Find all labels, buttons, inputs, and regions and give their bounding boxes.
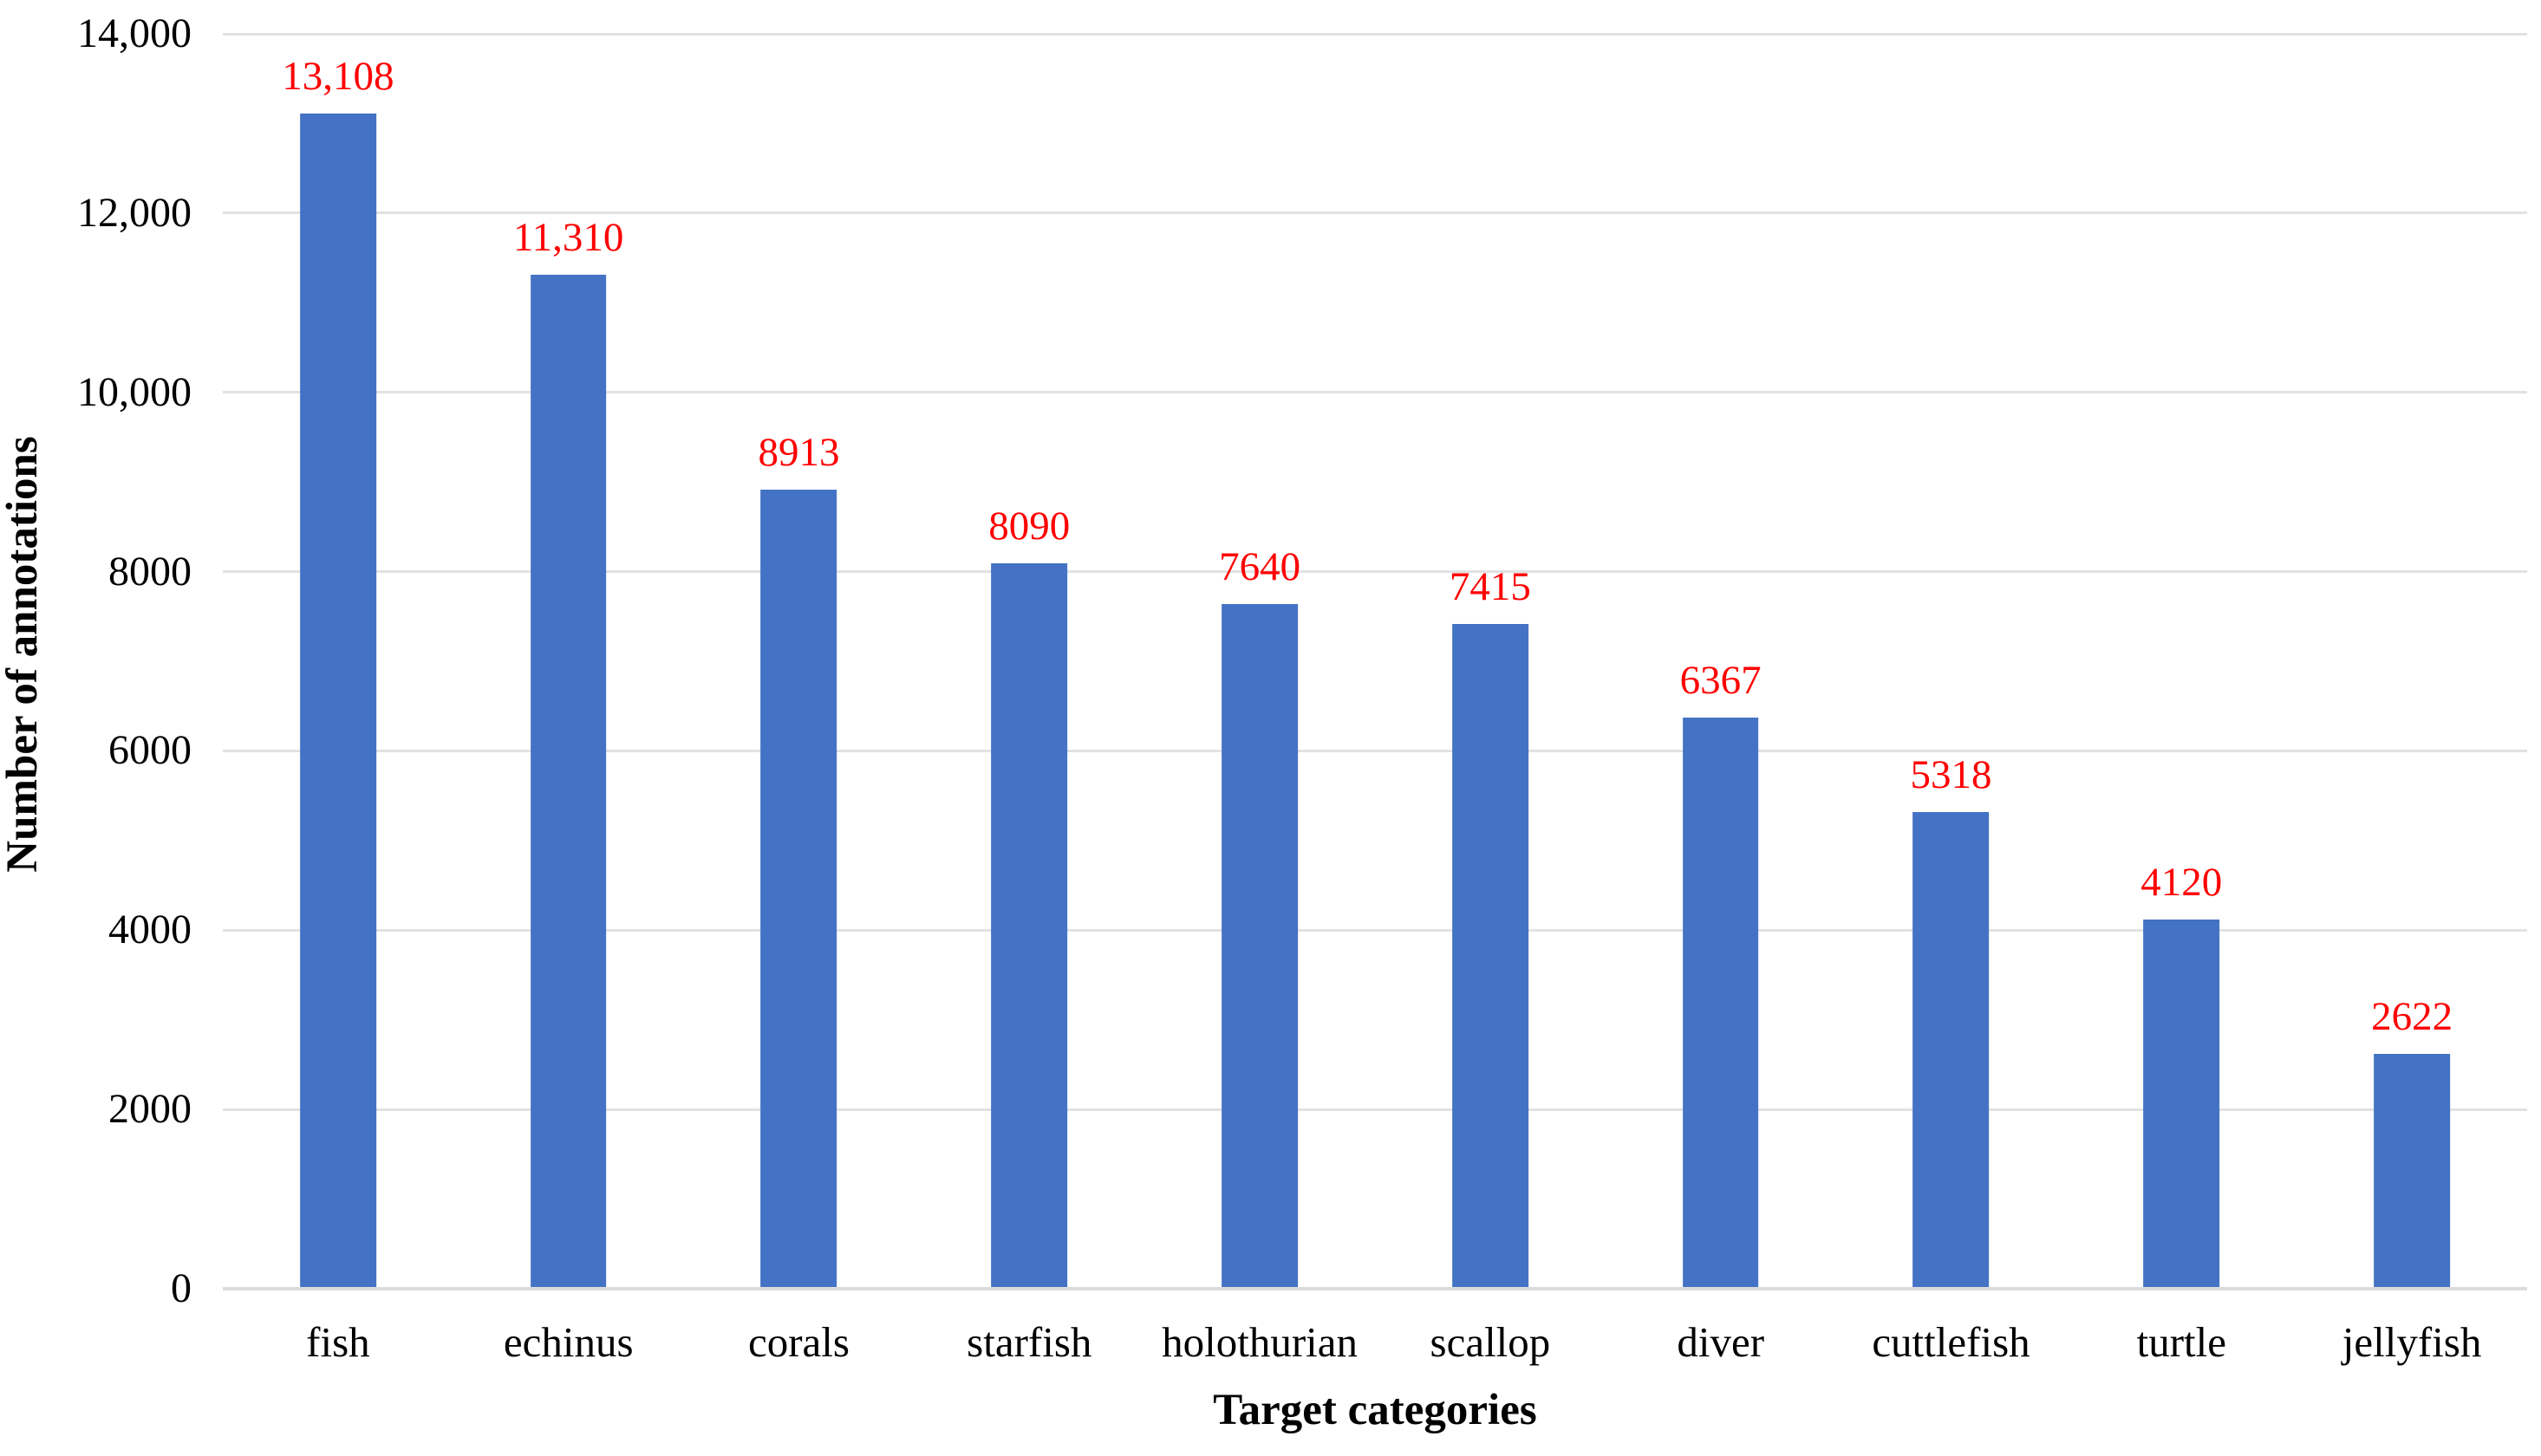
bar-value-label: 13,108	[282, 54, 394, 100]
bar-value-label: 8090	[988, 504, 1071, 549]
bar-slot: 7415	[1375, 34, 1606, 1289]
bar	[991, 563, 1068, 1289]
x-category-label: turtle	[2136, 1318, 2226, 1366]
bar-value-label: 11,310	[512, 215, 624, 261]
bar-slot: 13,108	[223, 34, 453, 1289]
x-category-label: jellyfish	[2342, 1318, 2482, 1366]
y-axis-title-text: Number of annotations	[0, 436, 47, 873]
x-category-label: fish	[306, 1318, 370, 1366]
y-tick-label: 0	[171, 1265, 192, 1311]
bar	[530, 275, 607, 1289]
bar-value-label: 6367	[1679, 658, 1762, 704]
x-axis-title: Target categories	[1213, 1386, 1537, 1434]
bar-value-label: 2622	[2371, 993, 2453, 1039]
gridline	[223, 928, 2527, 932]
y-tick-label: 14,000	[77, 10, 192, 56]
bar-value-label: 7415	[1449, 564, 1531, 610]
bar-slot: 7640	[1144, 34, 1375, 1289]
bar	[1222, 603, 1298, 1289]
bar	[2143, 919, 2220, 1289]
x-category-label: starfish	[967, 1318, 1092, 1366]
x-axis-line	[223, 1287, 2527, 1290]
x-category-label: scallop	[1430, 1318, 1551, 1366]
gridline	[223, 211, 2527, 215]
y-tick-label: 2000	[108, 1086, 192, 1133]
y-tick-label: 12,000	[77, 189, 192, 236]
plot-area: 13,108 11,310 8913 8090 7640 7415 6367 5318 4120…	[223, 32, 2527, 1290]
gridline	[223, 570, 2527, 574]
gridline	[223, 32, 2527, 36]
bar	[1682, 718, 1759, 1289]
bar-slot: 8913	[684, 34, 915, 1289]
bar-slot: 6367	[1606, 34, 1836, 1289]
bar-value-label: 8913	[758, 430, 840, 476]
bar-slot: 11,310	[453, 34, 684, 1289]
x-category-label: holothurian	[1162, 1318, 1358, 1366]
x-category-label: cuttlefish	[1872, 1318, 2030, 1366]
y-tick-label: 8000	[108, 548, 192, 595]
y-tick-label: 10,000	[77, 368, 192, 415]
bar-slot: 4120	[2066, 34, 2297, 1289]
y-tick-label: 4000	[108, 907, 192, 953]
gridline	[223, 1108, 2527, 1111]
x-category-label: echinus	[503, 1318, 634, 1366]
bar-value-label: 7640	[1219, 543, 1301, 589]
bar	[760, 490, 837, 1289]
bar	[1452, 624, 1528, 1289]
bar	[1912, 811, 1990, 1289]
bar-slot: 5318	[1836, 34, 2067, 1289]
bars-layer: 13,108 11,310 8913 8090 7640 7415 6367 5318 4120…	[223, 34, 2527, 1289]
bar	[300, 114, 376, 1289]
bar-slot: 2622	[2297, 34, 2527, 1289]
bar	[2374, 1053, 2450, 1289]
x-category-label: diver	[1677, 1318, 1765, 1366]
x-category-label: corals	[747, 1318, 850, 1366]
y-tick-label: 6000	[108, 727, 192, 774]
bar-value-label: 5318	[1910, 751, 1992, 797]
gridline	[223, 391, 2527, 394]
bar-value-label: 4120	[2140, 859, 2223, 905]
bar-slot: 8090	[914, 34, 1144, 1289]
gridline	[223, 749, 2527, 752]
